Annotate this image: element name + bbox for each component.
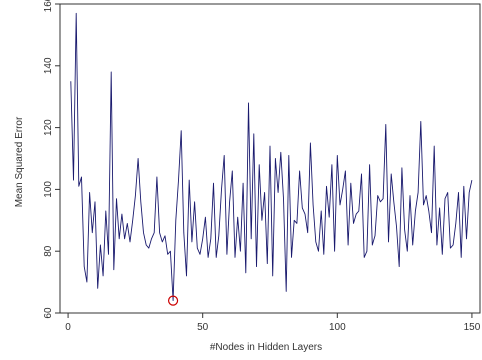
x-axis-label: #Nodes in Hidden Layers — [210, 342, 322, 353]
x-tick-label: 100 — [329, 322, 346, 333]
plot-frame — [59, 3, 481, 314]
y-tick-label: 120 — [43, 119, 54, 136]
y-axis: 60 80 100 120 140 160 — [43, 0, 60, 319]
highlight-group — [167, 295, 179, 306]
series-line — [70, 12, 473, 302]
x-tick-label: 150 — [464, 322, 481, 333]
y-tick-label: 160 — [43, 0, 54, 12]
x-tick-label: 0 — [65, 322, 71, 333]
y-axis-label: Mean Squared Error — [14, 116, 25, 207]
y-tick-label: 100 — [43, 181, 54, 198]
y-tick-label: 80 — [43, 245, 54, 257]
x-axis: 0 50 100 150 — [65, 313, 481, 333]
x-tick-label: 50 — [197, 322, 209, 333]
y-tick-label: 60 — [43, 307, 54, 319]
y-tick-label: 140 — [43, 57, 54, 74]
minimum-marker — [167, 295, 179, 306]
plot-border — [59, 3, 481, 314]
series-group — [70, 12, 473, 302]
